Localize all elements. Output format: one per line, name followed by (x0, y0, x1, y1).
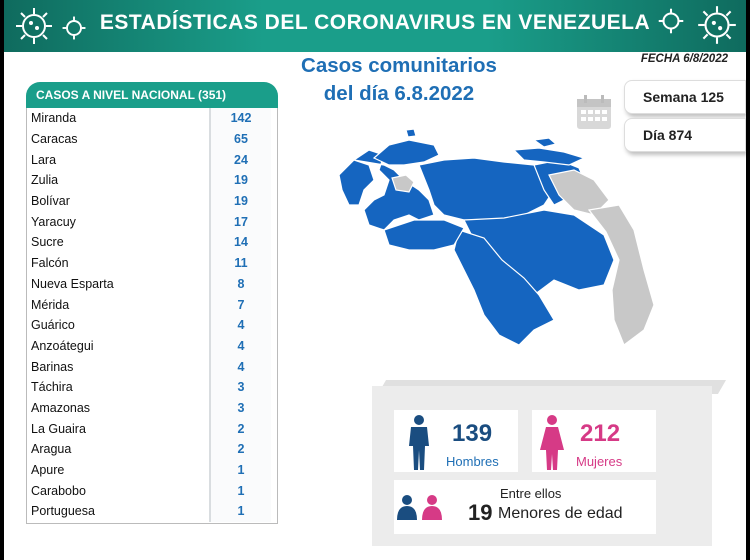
case-count: 2 (209, 418, 271, 439)
subtitle-line-1: Casos comunitarios (301, 54, 497, 77)
case-count: 17 (209, 211, 271, 233)
state-name: Falcón (31, 256, 69, 271)
state-name: Amazonas (31, 400, 91, 415)
state-name: Carabobo (31, 483, 86, 498)
minors-label: Menores de edad (498, 505, 623, 522)
map-region-small-island (405, 128, 417, 138)
table-row: Lara 24 (27, 149, 277, 171)
table-row: Mérida 7 (27, 294, 277, 315)
table-row: Sucre 14 (27, 232, 277, 253)
virus-icon (698, 6, 736, 44)
state-name: Mérida (31, 297, 70, 312)
case-count: 3 (209, 376, 271, 398)
state-name: Nueva Esparta (31, 276, 114, 291)
case-count: 142 (209, 108, 271, 129)
week-badge: Semana 125 (624, 80, 746, 114)
woman-icon (540, 415, 564, 470)
map-region-amazonas (453, 229, 555, 346)
map-region-margarita (532, 137, 558, 148)
state-name: Caracas (31, 132, 78, 147)
state-name: Sucre (31, 235, 64, 250)
minors-count: 19 (468, 500, 493, 525)
case-count: 24 (209, 149, 271, 171)
virus-icon (658, 8, 684, 34)
case-count: 11 (209, 252, 271, 274)
state-name: Aragua (31, 442, 72, 457)
case-count: 7 (209, 294, 271, 315)
table-row: Nueva Esparta 8 (27, 273, 277, 295)
calendar-icon (577, 95, 611, 129)
table-row: Miranda 142 (27, 108, 277, 129)
day-badge: Día 874 (624, 118, 746, 152)
table-row: Falcón 11 (27, 252, 277, 274)
state-name: Lara (31, 152, 57, 167)
table-row: Táchira 3 (27, 376, 277, 398)
case-count: 4 (209, 314, 271, 336)
map-region-zulia (338, 159, 375, 206)
case-count: 1 (209, 459, 271, 481)
virus-icon (16, 8, 52, 44)
family-icon (397, 495, 442, 520)
page-title: ESTADÍSTICAS DEL CORONAVIRUS EN VENEZUEL… (99, 11, 651, 34)
men-label: Hombres (446, 454, 499, 469)
state-name: Táchira (31, 380, 73, 395)
case-count: 1 (209, 501, 271, 522)
state-name: Guárico (31, 318, 75, 333)
state-name: Anzoátegui (31, 338, 94, 353)
state-name: Portuguesa (31, 504, 95, 519)
state-name: Bolívar (31, 194, 70, 209)
case-count: 4 (209, 356, 271, 377)
case-count: 19 (209, 170, 271, 191)
table-row: Amazonas 3 (27, 397, 277, 419)
state-name: Apure (31, 463, 65, 478)
women-label: Mujeres (576, 454, 623, 469)
table-row: La Guaira 2 (27, 418, 277, 439)
case-count: 19 (209, 190, 271, 212)
table-row: Bolívar 19 (27, 190, 277, 212)
infographic: ESTADÍSTICAS DEL CORONAVIRUS EN VENEZUEL… (4, 0, 746, 560)
table-header: CASOS A NIVEL NACIONAL (351) (26, 82, 278, 108)
venezuela-map (338, 128, 655, 346)
cases-table: Miranda 142 Caracas 65 Lara 24 Zulia 19 Bolívar 1… (26, 108, 278, 524)
state-name: Miranda (31, 111, 77, 126)
state-name: Yaracuy (31, 214, 76, 229)
man-icon (409, 415, 429, 470)
subtitle: Casos comunitarios del día 6.8.2022 (274, 52, 524, 108)
table-row: Guárico 4 (27, 314, 277, 336)
table-row: Caracas 65 (27, 128, 277, 150)
map-region-gray-lara (391, 174, 415, 193)
minors-box (394, 480, 656, 534)
map-region-gray-esequibo (587, 204, 655, 346)
map-region-center (418, 157, 555, 221)
table-row: Barinas 4 (27, 356, 277, 377)
case-count: 8 (209, 273, 271, 295)
table-row: Portuguesa 1 (27, 501, 277, 522)
table-row: Carabobo 1 (27, 480, 277, 502)
case-count: 14 (209, 232, 271, 253)
map-region-sucre (512, 147, 586, 166)
case-count: 4 (209, 335, 271, 357)
state-name: La Guaira (31, 421, 86, 436)
table-row: Zulia 19 (27, 170, 277, 191)
table-row: Aragua 2 (27, 439, 277, 460)
case-count: 1 (209, 480, 271, 502)
virus-icon (62, 16, 86, 40)
case-count: 3 (209, 397, 271, 419)
men-count: 139 (452, 420, 493, 447)
state-name: Zulia (31, 173, 59, 188)
map-region-apure (383, 219, 465, 251)
case-count: 2 (209, 439, 271, 460)
header-banner: ESTADÍSTICAS DEL CORONAVIRUS EN VENEZUEL… (4, 0, 746, 52)
case-count: 65 (209, 128, 271, 150)
subtitle-line-2: del día 6.8.2022 (323, 82, 475, 105)
entre-ellos-label: Entre ellos (500, 486, 562, 501)
women-count: 212 (580, 420, 621, 447)
table-row: Anzoátegui 4 (27, 335, 277, 357)
report-date: FECHA 6/8/2022 (640, 53, 728, 65)
map-region-falcon (372, 139, 440, 166)
table-row: Yaracuy 17 (27, 211, 277, 233)
table-row: Apure 1 (27, 459, 277, 481)
state-name: Barinas (31, 359, 74, 374)
